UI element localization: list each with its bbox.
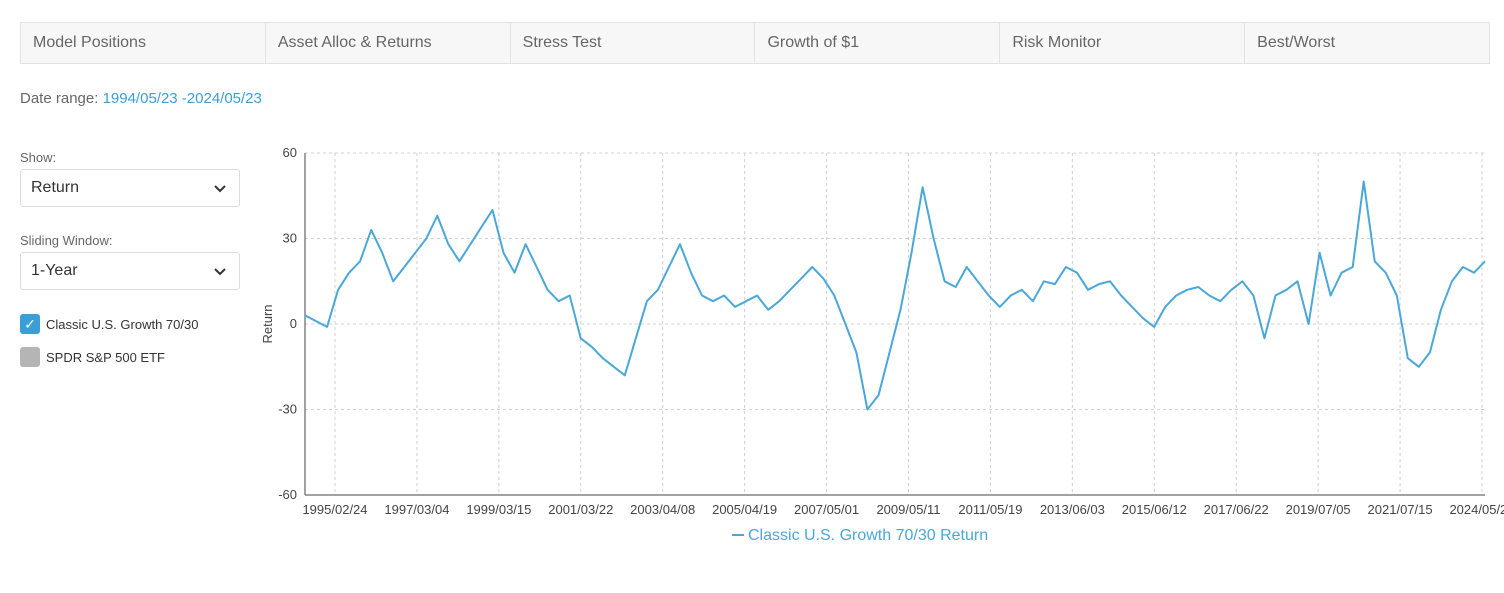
- y-tick-label: 30: [283, 231, 297, 246]
- tab-model-positions[interactable]: Model Positions: [21, 23, 266, 63]
- x-tick-label: 2013/06/03: [1040, 502, 1105, 517]
- series-line: [304, 180, 1486, 411]
- date-range-value[interactable]: 1994/05/23 -2024/05/23: [102, 90, 262, 107]
- y-tick-label: 0: [290, 316, 297, 331]
- y-axis-title: Return: [260, 304, 275, 343]
- show-select-value: Return: [31, 179, 80, 196]
- legend-label: Classic U.S. Growth 70/30 Return: [748, 527, 988, 544]
- x-tick-label: 2001/03/22: [548, 502, 613, 517]
- checkbox-unchecked-icon[interactable]: [20, 347, 40, 367]
- y-tick-label: -60: [278, 487, 297, 502]
- tab-stress-test[interactable]: Stress Test: [511, 23, 756, 63]
- x-tick-label: 1997/03/04: [384, 502, 449, 517]
- x-tick-label: 2019/07/05: [1286, 502, 1351, 517]
- x-tick-label: 2007/05/01: [794, 502, 859, 517]
- series-toggle-classic[interactable]: ✓ Classic U.S. Growth 70/30: [20, 314, 198, 334]
- x-tick-label: 2017/06/22: [1204, 502, 1269, 517]
- tab-growth-of-1[interactable]: Growth of $1: [755, 23, 1001, 63]
- x-tick-label: 2009/05/11: [876, 502, 940, 517]
- tab-risk-monitor[interactable]: Risk Monitor: [1000, 23, 1246, 63]
- show-select[interactable]: Return: [20, 169, 240, 207]
- x-tick-label: 1995/02/24: [302, 502, 367, 517]
- x-tick-label: 2011/05/19: [958, 502, 1022, 517]
- chevron-down-icon: [214, 268, 226, 276]
- tab-best-worst[interactable]: Best/Worst: [1257, 34, 1336, 51]
- window-select-value: 1-Year: [31, 262, 78, 279]
- show-label: Show:: [20, 150, 57, 165]
- x-tick-label: 2003/04/08: [630, 502, 695, 517]
- tab-bar: Model Positions Asset Alloc & Returns St…: [20, 22, 1490, 64]
- x-tick-label: 1999/03/15: [466, 502, 531, 517]
- window-select[interactable]: 1-Year: [20, 252, 240, 290]
- date-range-label: Date range:: [20, 90, 99, 107]
- x-tick-label: 2015/06/12: [1122, 502, 1187, 517]
- series-toggle-label: Classic U.S. Growth 70/30: [46, 316, 199, 332]
- date-range: Date range: 1994/05/23 -2024/05/23: [20, 90, 262, 107]
- tab-asset-alloc-returns[interactable]: Asset Alloc & Returns: [266, 23, 511, 63]
- y-tick-label: -30: [278, 402, 297, 417]
- x-tick-label: 2024/05/22: [1449, 502, 1504, 517]
- window-label: Sliding Window:: [20, 233, 113, 248]
- y-tick-label: 60: [283, 145, 297, 160]
- series-toggle-spdr[interactable]: SPDR S&P 500 ETF: [20, 347, 165, 367]
- x-tick-label: 2005/04/19: [712, 502, 777, 517]
- checkbox-checked-icon[interactable]: ✓: [20, 314, 40, 334]
- chevron-down-icon: [214, 185, 226, 193]
- x-tick-label: 2021/07/15: [1368, 502, 1433, 517]
- series-toggle-label: SPDR S&P 500 ETF: [46, 349, 165, 365]
